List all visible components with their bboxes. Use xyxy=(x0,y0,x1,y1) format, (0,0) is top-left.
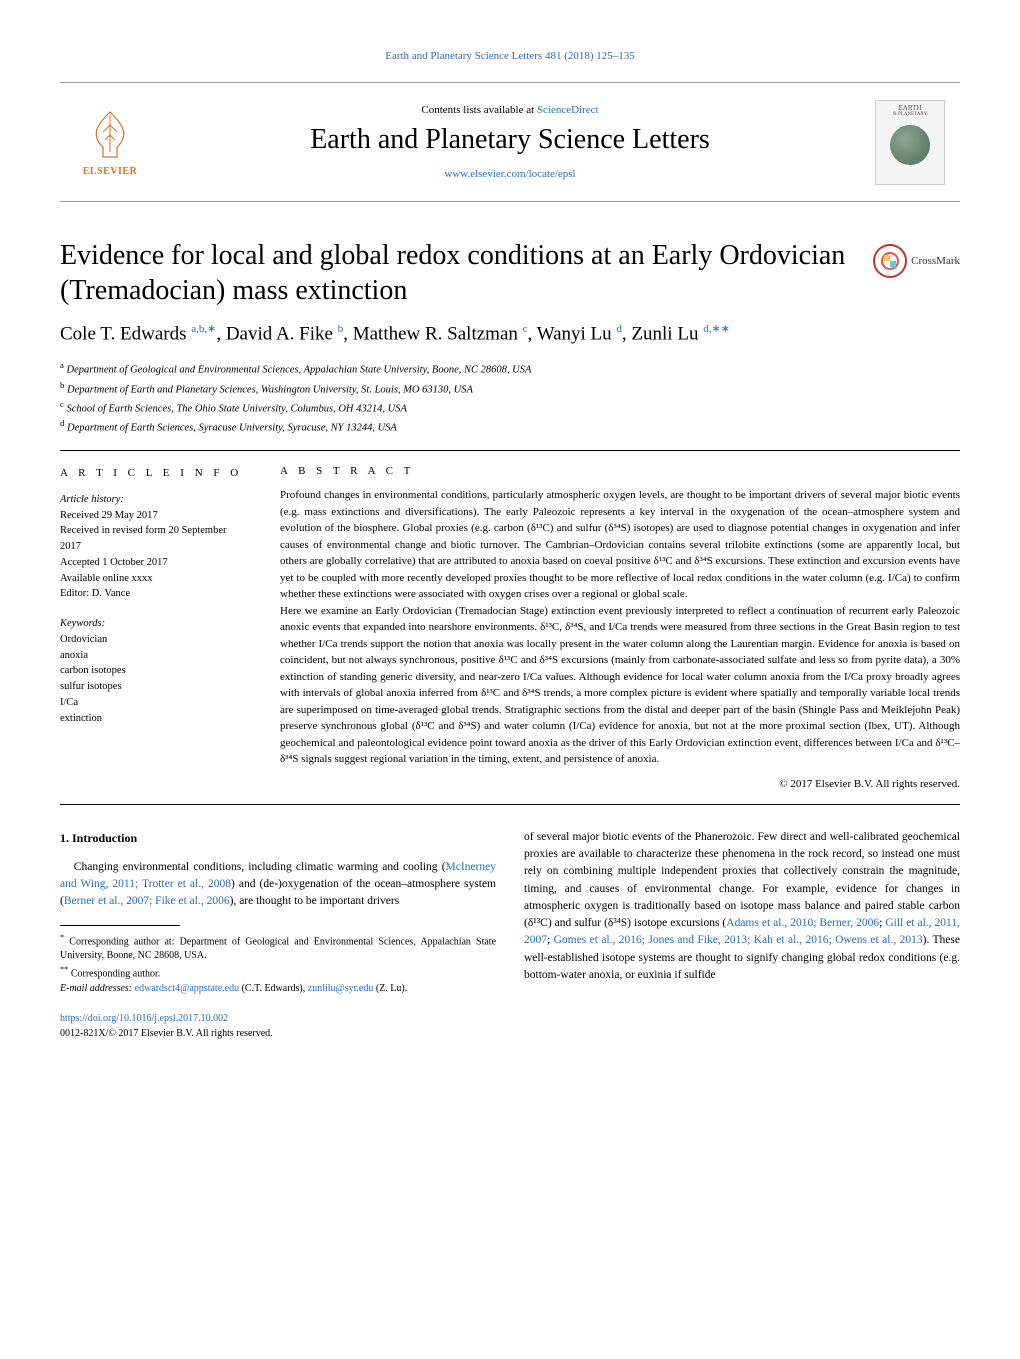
email-link-2[interactable]: zunlilu@syr.edu xyxy=(308,983,374,994)
footnote-corr1-text: Corresponding author at: Department of G… xyxy=(60,936,496,962)
journal-title: Earth and Planetary Science Letters xyxy=(160,124,860,156)
publisher-name: ELSEVIER xyxy=(83,166,138,177)
article-info-heading: A R T I C L E I N F O xyxy=(60,465,250,482)
crossmark-badge[interactable]: CrossMark xyxy=(873,244,960,278)
divider xyxy=(60,450,960,451)
footnote-corr1: * Corresponding author at: Department of… xyxy=(60,932,496,964)
keyword: Ordovician xyxy=(60,632,250,648)
doi-block: https://doi.org/10.1016/j.epsl.2017.10.0… xyxy=(60,1012,496,1041)
footnote-emails: E-mail addresses: edwardsct4@appstate.ed… xyxy=(60,982,496,997)
affiliation-line: c School of Earth Sciences, The Ohio Sta… xyxy=(60,398,960,417)
article-title: Evidence for local and global redox cond… xyxy=(60,238,853,308)
affiliations: a Department of Geological and Environme… xyxy=(60,359,960,436)
history-line: Available online xxxx xyxy=(60,571,250,587)
journal-center: Contents lists available at ScienceDirec… xyxy=(160,104,860,180)
divider xyxy=(60,804,960,805)
history-line: Accepted 1 October 2017 xyxy=(60,555,250,571)
journal-cover[interactable]: EARTH & PLANETARY xyxy=(860,100,960,185)
planet-icon xyxy=(890,125,930,165)
cover-label: EARTH xyxy=(899,105,922,112)
journal-header: ELSEVIER Contents lists available at Sci… xyxy=(60,82,960,202)
abstract-heading: A B S T R A C T xyxy=(280,465,960,477)
authors-line: Cole T. Edwards a,b,∗, David A. Fike b, … xyxy=(60,322,960,345)
sciencedirect-link[interactable]: ScienceDirect xyxy=(537,104,599,116)
affiliation-line: d Department of Earth Sciences, Syracuse… xyxy=(60,417,960,436)
abstract-para-2: Here we examine an Early Ordovician (Tre… xyxy=(280,603,960,768)
journal-link: www.elsevier.com/locate/epsl xyxy=(160,168,860,180)
footnotes: * Corresponding author at: Department of… xyxy=(60,932,496,997)
contents-line: Contents lists available at ScienceDirec… xyxy=(160,104,860,116)
journal-url[interactable]: www.elsevier.com/locate/epsl xyxy=(444,168,575,180)
section-heading: 1. Introduction xyxy=(60,829,496,847)
footnote-corr2: ** Corresponding author. xyxy=(60,964,496,982)
publisher-logo[interactable]: ELSEVIER xyxy=(60,107,160,177)
email-link-1[interactable]: edwardsct4@appstate.edu xyxy=(135,983,239,994)
keywords-block: Keywords: Ordoviciananoxiacarbon isotope… xyxy=(60,616,250,726)
email-name-1: (C.T. Edwards), xyxy=(242,983,306,994)
journal-cover-box: EARTH & PLANETARY xyxy=(875,100,945,185)
body: 1. Introduction Changing environmental c… xyxy=(60,829,960,1041)
footnote-divider xyxy=(60,925,180,926)
email-label: E-mail addresses: xyxy=(60,983,132,994)
body-col-left: 1. Introduction Changing environmental c… xyxy=(60,829,496,1041)
body-para-left: Changing environmental conditions, inclu… xyxy=(60,859,496,911)
copyright: © 2017 Elsevier B.V. All rights reserved… xyxy=(280,778,960,790)
cover-sublabel: & PLANETARY xyxy=(893,112,927,117)
keyword: carbon isotopes xyxy=(60,663,250,679)
article-history: Article history: Received 29 May 2017Rec… xyxy=(60,492,250,602)
crossmark-label: CrossMark xyxy=(911,255,960,267)
top-citation-link[interactable]: Earth and Planetary Science Letters 481 … xyxy=(385,50,635,62)
email-name-2: (Z. Lu). xyxy=(376,983,407,994)
contents-prefix: Contents lists available at xyxy=(421,104,536,116)
doi-link[interactable]: https://doi.org/10.1016/j.epsl.2017.10.0… xyxy=(60,1013,228,1024)
abstract-text: Profound changes in environmental condit… xyxy=(280,487,960,768)
body-para-right: of several major biotic events of the Ph… xyxy=(524,829,960,984)
crossmark-icon xyxy=(873,244,907,278)
footnote-corr2-text: Corresponding author. xyxy=(71,968,160,979)
history-line: Received 29 May 2017 xyxy=(60,508,250,524)
keyword: anoxia xyxy=(60,648,250,664)
abstract: A B S T R A C T Profound changes in envi… xyxy=(280,465,960,790)
history-label: Article history: xyxy=(60,492,250,508)
keyword: sulfur isotopes xyxy=(60,679,250,695)
keyword: I/Ca xyxy=(60,695,250,711)
affiliation-line: a Department of Geological and Environme… xyxy=(60,359,960,378)
body-col-right: of several major biotic events of the Ph… xyxy=(524,829,960,1041)
affiliation-line: b Department of Earth and Planetary Scie… xyxy=(60,379,960,398)
top-citation[interactable]: Earth and Planetary Science Letters 481 … xyxy=(60,50,960,62)
keywords-label: Keywords: xyxy=(60,616,250,632)
article-info: A R T I C L E I N F O Article history: R… xyxy=(60,465,250,790)
history-line: Editor: D. Vance xyxy=(60,586,250,602)
abstract-para-1: Profound changes in environmental condit… xyxy=(280,487,960,603)
keyword: extinction xyxy=(60,711,250,727)
issn-line: 0012-821X/© 2017 Elsevier B.V. All right… xyxy=(60,1028,273,1039)
history-line: Received in revised form 20 September 20… xyxy=(60,523,250,555)
elsevier-tree-icon xyxy=(85,107,135,162)
